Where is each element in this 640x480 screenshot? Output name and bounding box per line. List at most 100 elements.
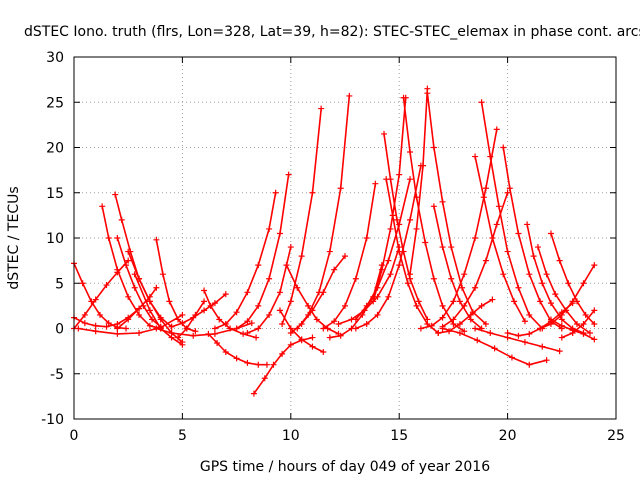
data-point-marker (222, 320, 229, 327)
data-point-marker (211, 300, 218, 307)
data-point-marker (424, 316, 431, 323)
data-point-marker (511, 298, 518, 305)
data-point-marker (222, 349, 229, 356)
data-point-marker (378, 266, 385, 273)
arc-series (131, 271, 186, 348)
data-point-marker (569, 327, 576, 334)
data-point-marker (439, 314, 446, 321)
arc-series (537, 262, 598, 332)
data-point-marker (337, 332, 344, 339)
data-point-marker (450, 298, 457, 305)
data-point-marker (537, 325, 544, 332)
arc-series (504, 300, 576, 339)
data-point-marker (526, 271, 533, 278)
data-point-marker (153, 325, 160, 332)
data-point-marker (153, 284, 160, 291)
arc-series (276, 307, 327, 356)
data-point-marker (97, 311, 104, 318)
data-point-marker (430, 144, 437, 151)
data-point-marker (214, 339, 221, 346)
data-point-marker (79, 280, 86, 287)
data-point-marker (168, 330, 175, 337)
x-tick-label: 5 (178, 428, 187, 444)
data-point-marker (558, 311, 565, 318)
arc-line (281, 107, 322, 325)
data-point-marker (374, 293, 381, 300)
grid-lines (74, 57, 616, 419)
data-point-marker (582, 311, 589, 318)
data-point-marker (461, 328, 468, 335)
arc-series (233, 171, 292, 332)
data-point-marker (146, 293, 153, 300)
data-point-marker (439, 198, 446, 205)
data-point-marker (404, 280, 411, 287)
data-point-marker (255, 302, 262, 309)
data-point-marker (211, 325, 218, 332)
data-point-marker (276, 289, 283, 296)
data-point-marker (504, 330, 511, 337)
data-point-marker (381, 130, 388, 137)
arc-line (441, 192, 509, 328)
data-point-marker (591, 320, 598, 327)
data-point-marker (400, 94, 407, 101)
data-point-marker (309, 334, 316, 341)
data-point-marker (255, 361, 262, 368)
data-point-marker (253, 334, 260, 341)
data-point-marker (276, 230, 283, 237)
data-point-marker (573, 320, 580, 327)
data-point-marker (543, 357, 550, 364)
x-tick-label: 0 (70, 428, 79, 444)
arc-series (430, 203, 485, 332)
data-point-marker (279, 320, 286, 327)
data-point-marker (489, 296, 496, 303)
data-point-marker (146, 322, 153, 329)
data-point-marker (543, 271, 550, 278)
y-tick-label: 20 (46, 141, 64, 157)
data-point-marker (459, 284, 466, 291)
data-point-marker (539, 280, 546, 287)
data-point-marker (207, 302, 214, 309)
data-point-marker (313, 316, 320, 323)
data-point-marker (504, 189, 511, 196)
data-point-marker (75, 325, 82, 332)
data-point-marker (118, 216, 125, 223)
data-point-marker (201, 287, 208, 294)
data-point-marker (298, 336, 305, 343)
data-point-marker (461, 302, 468, 309)
data-point-marker (331, 318, 338, 325)
data-point-marker (92, 322, 99, 329)
data-point-marker (103, 323, 110, 330)
data-point-marker (287, 244, 294, 251)
data-point-marker (472, 153, 479, 160)
data-point-marker (407, 149, 414, 156)
data-point-marker (192, 328, 199, 335)
data-point-marker (175, 334, 182, 341)
data-point-marker (244, 318, 251, 325)
data-point-marker (88, 298, 95, 305)
data-point-marker (482, 257, 489, 264)
data-point-marker (478, 99, 485, 106)
data-point-marker (487, 330, 494, 337)
data-point-marker (315, 289, 322, 296)
data-point-marker (413, 194, 420, 201)
data-point-marker (287, 341, 294, 348)
data-point-marker (105, 235, 112, 241)
x-tick-label: 20 (499, 428, 517, 444)
data-point-marker (387, 176, 394, 183)
data-point-marker (294, 325, 301, 332)
data-point-marker (352, 325, 359, 332)
data-point-marker (565, 280, 572, 287)
arc-line (426, 92, 487, 325)
data-point-marker (326, 248, 333, 255)
data-point-marker (558, 322, 565, 329)
data-point-marker (363, 320, 370, 327)
arc-series (439, 325, 550, 368)
plot-frame (73, 56, 617, 420)
arc-line (73, 259, 129, 330)
data-point-marker (342, 302, 348, 309)
data-point-marker (467, 311, 474, 318)
arc-line (474, 327, 561, 352)
data-point-marker (472, 325, 479, 332)
data-point-marker (422, 239, 429, 246)
data-point-marker (326, 334, 333, 341)
